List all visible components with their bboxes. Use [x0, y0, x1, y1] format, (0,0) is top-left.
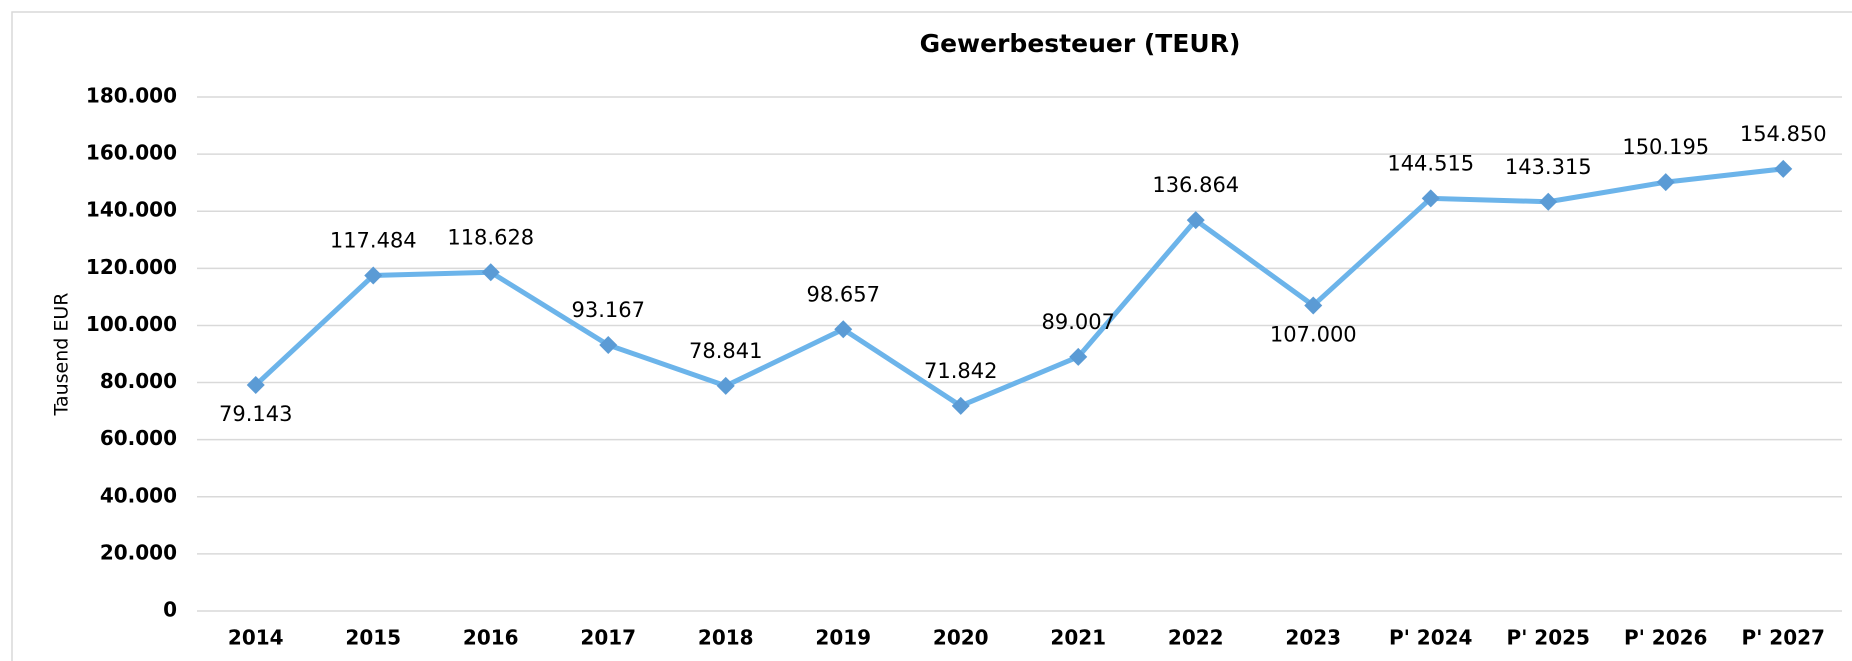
x-tick-label: 2022: [1168, 626, 1224, 650]
data-point: [1186, 211, 1205, 230]
data-point: [1656, 173, 1675, 192]
x-tick-label: 2014: [228, 626, 284, 650]
data-label: 107.000: [1270, 322, 1357, 346]
y-tick-label: 140.000: [86, 198, 177, 222]
data-label: 93.167: [572, 298, 645, 322]
data-point: [1304, 296, 1323, 315]
data-label: 144.515: [1387, 151, 1474, 175]
y-tick-label: 180.000: [86, 84, 177, 108]
data-point: [1069, 347, 1088, 366]
data-label: 117.484: [330, 229, 417, 253]
data-label: 98.657: [807, 282, 880, 306]
data-label: 78.841: [689, 339, 762, 363]
chart-frame: [11, 11, 1852, 661]
y-tick-label: 40.000: [100, 483, 177, 507]
y-axis-label: Tausend EUR: [51, 293, 73, 417]
data-label: 79.143: [219, 402, 292, 426]
data-point: [1539, 192, 1558, 211]
data-point: [599, 335, 618, 354]
x-tick-label: 2016: [463, 626, 519, 650]
data-label: 143.315: [1505, 155, 1592, 179]
series-line: [254, 166, 1784, 409]
data-point: [246, 376, 265, 395]
data-point: [1774, 159, 1793, 178]
y-tick-label: 20.000: [100, 540, 177, 564]
x-tick-label: 2019: [815, 626, 871, 650]
y-tick-label: 160.000: [86, 141, 177, 165]
y-tick-label: 100.000: [86, 312, 177, 336]
y-tick-label: 60.000: [100, 426, 177, 450]
y-tick-label: 0: [163, 598, 177, 622]
data-point: [1421, 189, 1440, 208]
data-point: [834, 320, 853, 339]
data-point: [951, 396, 970, 415]
x-tick-label: 2023: [1285, 626, 1341, 650]
x-tick-label: 2017: [580, 626, 636, 650]
data-label: 150.195: [1622, 135, 1709, 159]
x-tick-label: 2020: [933, 626, 989, 650]
chart-title: Gewerbesteuer (TEUR): [920, 29, 1241, 58]
x-tick-label: P' 2025: [1507, 626, 1590, 650]
data-label: 71.842: [924, 359, 997, 383]
y-tick-label: 80.000: [100, 369, 177, 393]
data-label: 118.628: [447, 225, 534, 249]
data-label: 154.850: [1740, 122, 1827, 146]
data-label: 89.007: [1042, 310, 1115, 334]
x-tick-label: P' 2027: [1742, 626, 1825, 650]
x-tick-label: 2018: [698, 626, 754, 650]
data-point: [716, 376, 735, 395]
y-tick-label: 120.000: [86, 255, 177, 279]
x-tick-label: 2015: [345, 626, 401, 650]
data-point: [481, 263, 500, 282]
x-tick-label: P' 2024: [1389, 626, 1472, 650]
data-label: 136.864: [1152, 173, 1239, 197]
data-point: [364, 266, 383, 285]
x-tick-label: P' 2026: [1624, 626, 1707, 650]
x-tick-label: 2021: [1050, 626, 1106, 650]
